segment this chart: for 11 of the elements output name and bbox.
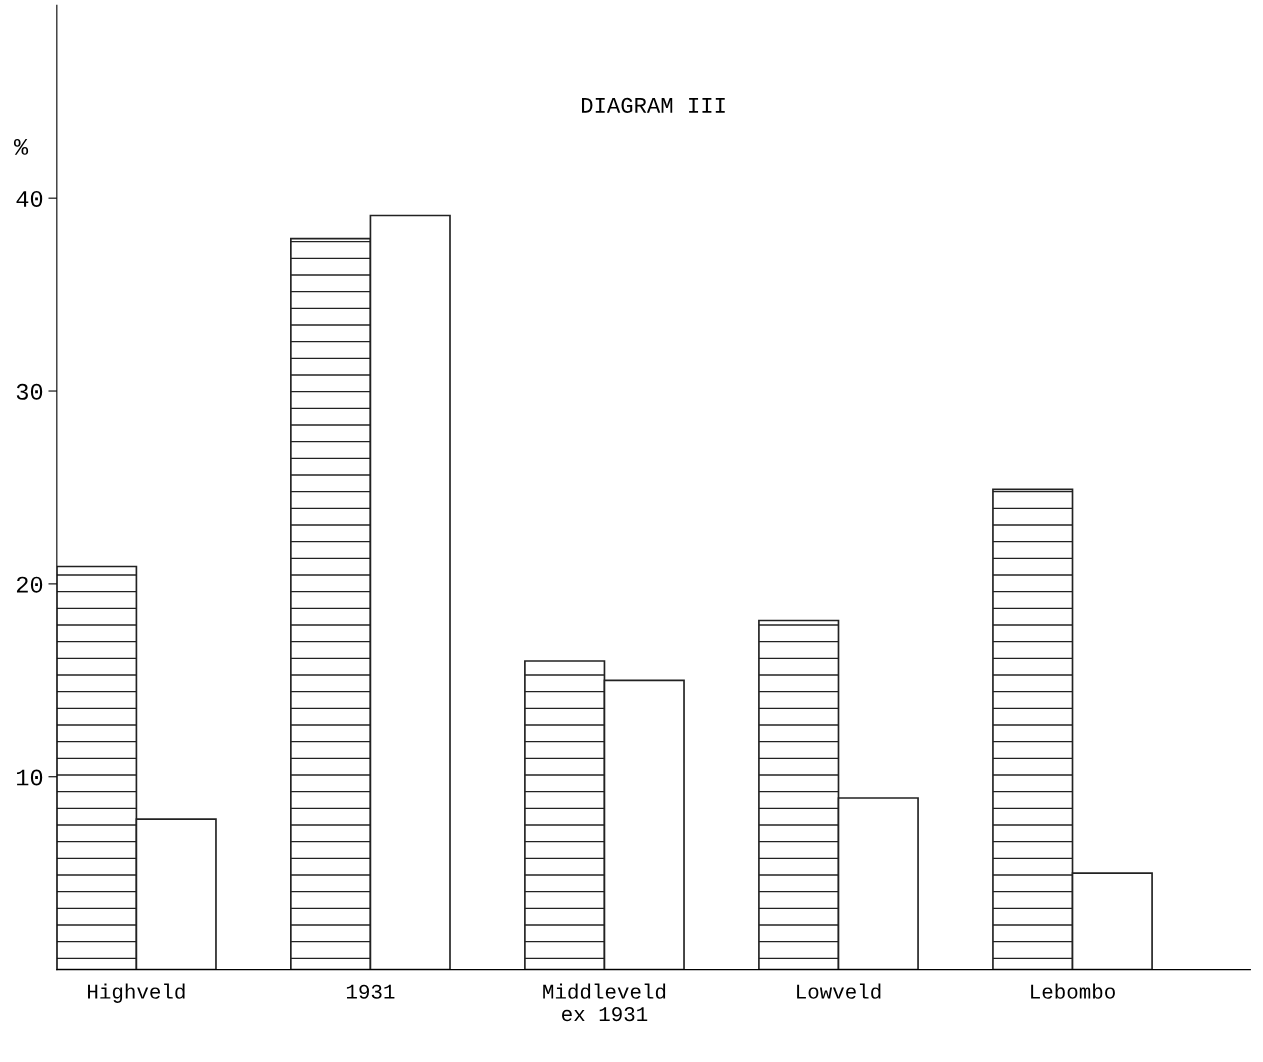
y-tick-label: 20: [16, 576, 43, 593]
y-tick-label: 40: [16, 190, 43, 207]
y-tick-label: 30: [16, 383, 43, 400]
text: DIAGRAM III: [582, 97, 725, 113]
x-tick-label: Lowveld: [797, 983, 881, 999]
x-tick-label: 1931: [346, 984, 395, 999]
y-tick-label: 10: [17, 769, 43, 786]
x-tick-label: Highveld: [88, 983, 185, 1003]
x-tick-label: Lebombo: [1031, 983, 1115, 999]
y-axis-title: %: [13, 139, 29, 155]
x-tick-label: Middleveld ex 1931: [543, 983, 666, 1022]
